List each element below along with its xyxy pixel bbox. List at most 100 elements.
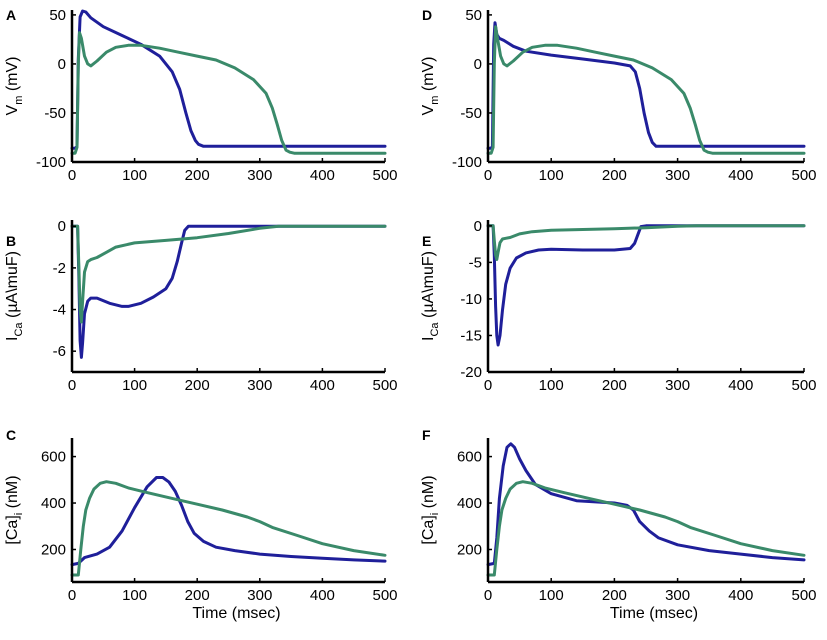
y-tick-label: 50	[465, 7, 482, 24]
x-tick-label: 200	[602, 167, 627, 184]
y-axis-label-unit: (mV)	[420, 57, 437, 96]
panel-D: D 0 100 200 300 400 500 -100 -50 0 50 Vm (mV)	[420, 7, 817, 184]
y-axis-label-sub: m	[429, 96, 441, 105]
y-axis-label: ICa (µA\muF)	[420, 251, 441, 341]
series-line-green	[70, 31, 387, 155]
x-tick-label: 100	[122, 587, 147, 604]
panel-label-B: B	[6, 233, 16, 249]
y-axis-label-main: I	[4, 337, 21, 341]
y-tick-label: -10	[460, 291, 482, 308]
panel-label-E: E	[422, 233, 431, 249]
y-tick-label: -6	[53, 343, 66, 360]
panel-F: F 0 100 200 300 400 500 200 400 600 [Ca]i (nM) Time…	[420, 427, 817, 622]
panel-A: A 0 100 200 300 400 500 -100 -50 0 50 Vm (mV)	[4, 7, 398, 184]
y-axis-label-unit: (µA\muF)	[4, 251, 21, 322]
y-tick-label: 0	[474, 56, 482, 73]
x-tick-label: 500	[372, 377, 397, 394]
y-tick-label: 0	[58, 56, 66, 73]
series-line-green	[70, 480, 387, 577]
y-axis-label-unit: (µA\muF)	[420, 251, 437, 322]
x-tick-label: 100	[122, 167, 147, 184]
x-tick-label: 500	[791, 377, 816, 394]
y-tick-label: -50	[44, 105, 66, 122]
y-axis-label-unit: (nM)	[420, 475, 437, 512]
x-tick-label: 500	[791, 167, 816, 184]
panel-B: B 0 100 200 300 400 500 -6 -4 -2 0 ICa (µA\muF)	[4, 218, 398, 394]
y-axis-label: Vm (mV)	[420, 57, 441, 116]
panel-label-F: F	[422, 427, 431, 443]
y-tick-label: -100	[452, 154, 482, 171]
x-tick-label: 500	[372, 167, 397, 184]
x-tick-label: 100	[539, 167, 564, 184]
x-tick-label: 100	[122, 377, 147, 394]
x-tick-label: 400	[310, 167, 335, 184]
y-axis-label-main: V	[4, 104, 21, 115]
x-tick-label: 0	[484, 587, 492, 604]
x-tick-label: 300	[665, 587, 690, 604]
y-axis-label-sub: m	[13, 96, 25, 105]
x-tick-label: 0	[68, 377, 76, 394]
x-tick-label: 300	[665, 167, 690, 184]
y-axis-label-unit: (mV)	[4, 57, 21, 96]
y-axis-label-main: V	[420, 104, 437, 115]
x-tick-label: 500	[372, 587, 397, 604]
x-tick-label: 400	[728, 167, 753, 184]
panel-E: E 0 100 200 300 400 500 -20 -15 -10 -5 0 ICa (µA\muF…	[420, 218, 817, 394]
y-tick-label: -100	[36, 154, 66, 171]
y-axis-label-main: [Ca]	[4, 515, 21, 544]
x-tick-label: 200	[185, 587, 210, 604]
x-tick-label: 0	[484, 377, 492, 394]
y-tick-label: -50	[460, 105, 482, 122]
y-axis-label: [Ca]i (nM)	[420, 475, 441, 544]
y-axis-label-main: I	[420, 337, 437, 341]
x-tick-label: 400	[310, 377, 335, 394]
series-line-green	[486, 25, 806, 155]
x-tick-label: 400	[310, 587, 335, 604]
x-tick-label: 500	[791, 587, 816, 604]
x-tick-label: 300	[247, 377, 272, 394]
series-line-blue	[486, 21, 806, 150]
series-line-blue	[70, 224, 387, 359]
y-tick-label: 200	[457, 541, 482, 558]
x-tick-label: 300	[247, 167, 272, 184]
y-axis-label-sub: i	[429, 513, 441, 515]
y-tick-label: 50	[49, 7, 66, 24]
y-axis-label-sub: i	[13, 513, 25, 515]
y-axis-label-main: [Ca]	[420, 515, 437, 544]
y-tick-label: 200	[41, 541, 66, 558]
x-tick-label: 0	[68, 587, 76, 604]
series-line-green	[486, 480, 806, 577]
x-axis-label: Time (msec)	[610, 605, 698, 622]
x-tick-label: 200	[602, 377, 627, 394]
y-tick-label: -5	[469, 254, 482, 271]
y-tick-label: 0	[58, 218, 66, 235]
y-axis-label: ICa (µA\muF)	[4, 251, 25, 341]
series-line-green	[486, 224, 806, 261]
y-axis-label: [Ca]i (nM)	[4, 475, 25, 544]
x-tick-label: 200	[185, 377, 210, 394]
y-tick-label: -4	[53, 302, 66, 319]
y-axis-label-unit: (nM)	[4, 475, 21, 512]
y-tick-label: 400	[457, 495, 482, 512]
y-tick-label: -2	[53, 260, 66, 277]
x-tick-label: 200	[602, 587, 627, 604]
panel-label-A: A	[6, 7, 16, 23]
panel-label-D: D	[422, 7, 432, 23]
y-tick-label: 600	[457, 449, 482, 466]
x-tick-label: 0	[68, 167, 76, 184]
y-tick-label: 0	[474, 218, 482, 235]
y-tick-label: 400	[41, 495, 66, 512]
x-tick-label: 400	[728, 377, 753, 394]
y-tick-label: -15	[460, 327, 482, 344]
y-tick-label: 600	[41, 449, 66, 466]
x-axis-label: Time (msec)	[192, 605, 280, 622]
x-tick-label: 100	[539, 377, 564, 394]
x-tick-label: 300	[247, 587, 272, 604]
series-line-blue	[70, 9, 387, 150]
y-axis-label-sub: Ca	[429, 322, 441, 337]
series-line-blue	[486, 442, 806, 567]
x-tick-label: 100	[539, 587, 564, 604]
y-axis-label-sub: Ca	[13, 322, 25, 337]
y-axis-label: Vm (mV)	[4, 57, 25, 116]
